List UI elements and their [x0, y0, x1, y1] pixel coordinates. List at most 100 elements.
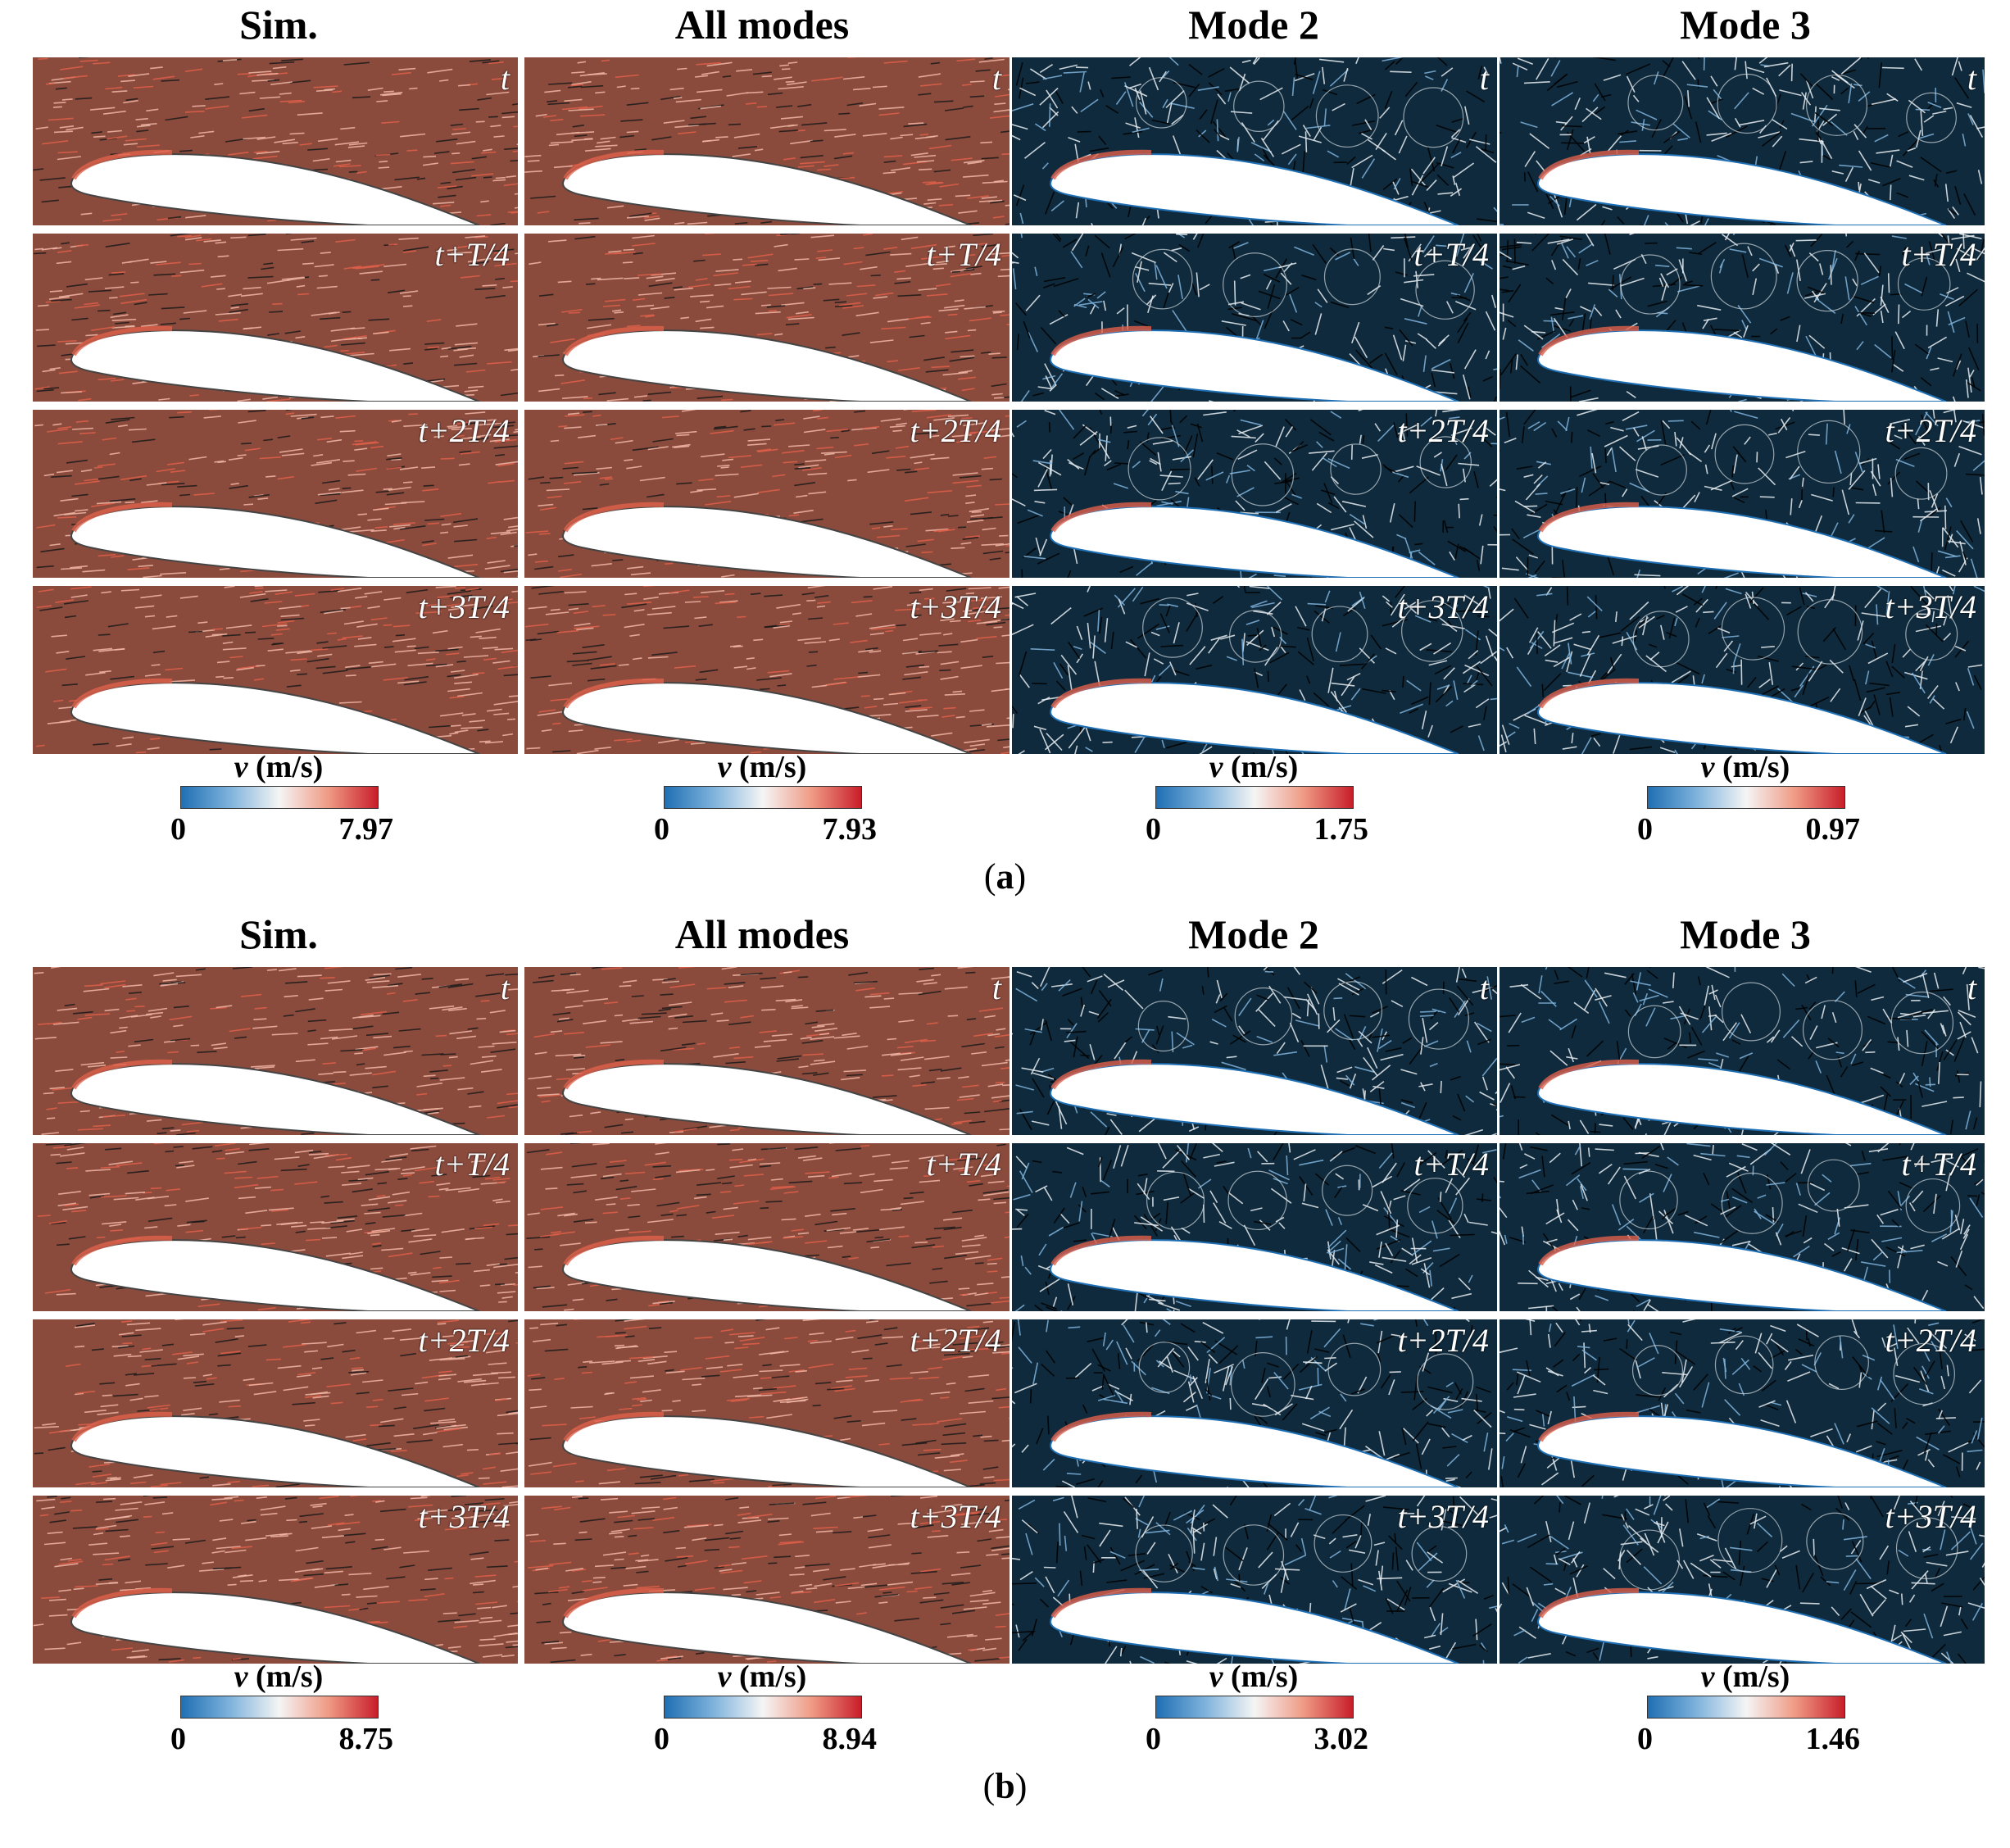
time-label: t+3T/4: [418, 1498, 510, 1535]
time-label: t+3T/4: [910, 588, 1001, 625]
column-title: All modes: [674, 911, 850, 957]
colorbar-title: v (m/s): [156, 750, 402, 784]
time-label: t+T/4: [1901, 1146, 1976, 1183]
velocity-streak-plot: [33, 410, 518, 578]
velocity-streak-plot: [33, 57, 518, 225]
time-label: t+2T/4: [418, 412, 510, 449]
colorbar: v (m/s) 0 0.97: [1622, 750, 1868, 856]
flow-field-tile: t: [1012, 57, 1497, 225]
flow-field-tile: t: [1500, 57, 1985, 225]
time-label: t+T/4: [434, 236, 510, 273]
colorbar: v (m/s) 0 1.46: [1622, 1660, 1868, 1766]
colorbar: v (m/s) 0 7.97: [156, 750, 402, 856]
velocity-streak-plot: [1500, 1143, 1985, 1311]
velocity-streak-plot: [33, 1496, 518, 1664]
colorbar-unit: (m/s): [1231, 750, 1299, 784]
colorbar-min: 0: [170, 1722, 186, 1756]
column-title: Mode 2: [1188, 911, 1319, 957]
colorbar-variable: v: [234, 750, 248, 784]
velocity-streak-plot: [524, 1496, 1010, 1664]
flow-field-tile: t+T/4: [524, 234, 1010, 402]
time-label: t+2T/4: [1885, 412, 1976, 449]
colorbar-unit: (m/s): [1231, 1660, 1299, 1694]
flow-field-tile: t+2T/4: [1500, 1319, 1985, 1487]
velocity-streak-plot: [1500, 586, 1985, 754]
flow-field-tile: t: [1500, 967, 1985, 1135]
colorbar-max: 0.97: [1805, 812, 1861, 847]
velocity-streak-plot: [33, 1319, 518, 1487]
colorbar-gradient: [664, 786, 862, 809]
colorbar-title: v (m/s): [1131, 1660, 1377, 1694]
velocity-streak-plot: [524, 57, 1010, 225]
figure-panel-b: Sim. t t+T/4 t+2T/4 t+3T/4 v (m/s) 0 8.75 All mo…: [0, 910, 2010, 1819]
colorbar-max: 7.97: [338, 812, 394, 847]
flow-field-tile: t+3T/4: [33, 1496, 518, 1664]
velocity-streak-plot: [1012, 1496, 1497, 1664]
time-label: t+T/4: [1413, 1146, 1489, 1183]
time-label: t+T/4: [926, 1146, 1001, 1183]
figure-panel-a: Sim. t t+T/4 t+2T/4 t+3T/4 v (m/s) 0 7.97 All mo…: [0, 0, 2010, 910]
colorbar-gradient: [1155, 786, 1354, 809]
time-label: t+3T/4: [1397, 1498, 1489, 1535]
time-label: t+3T/4: [1397, 588, 1489, 625]
time-label: t: [991, 60, 1001, 97]
time-label: t+T/4: [1901, 236, 1976, 273]
colorbar-gradient: [1155, 1696, 1354, 1719]
colorbar-variable: v: [717, 750, 732, 784]
velocity-streak-plot: [1500, 1496, 1985, 1664]
velocity-streak-plot: [524, 234, 1010, 402]
colorbar-title: v (m/s): [1131, 750, 1377, 784]
velocity-streak-plot: [1012, 586, 1497, 754]
panel-letter: b: [995, 1766, 1015, 1806]
panel-label: (a): [983, 856, 1027, 897]
colorbar-max: 1.46: [1805, 1722, 1861, 1756]
column-title: Mode 3: [1680, 911, 1811, 957]
flow-field-tile: t+T/4: [33, 1143, 518, 1311]
colorbar-gradient: [180, 1696, 379, 1719]
time-label: t+T/4: [434, 1146, 510, 1183]
time-label: t: [1967, 969, 1976, 1006]
colorbar-variable: v: [234, 1660, 248, 1694]
velocity-streak-plot: [1012, 410, 1497, 578]
colorbar-unit: (m/s): [256, 1660, 324, 1694]
time-label: t: [1967, 60, 1976, 97]
column-title: Sim.: [239, 911, 318, 957]
colorbar-unit: (m/s): [1722, 1660, 1790, 1694]
colorbar-min: 0: [654, 1722, 669, 1756]
flow-field-tile: t+T/4: [524, 1143, 1010, 1311]
colorbar-gradient: [664, 1696, 862, 1719]
velocity-streak-plot: [33, 586, 518, 754]
velocity-streak-plot: [1012, 57, 1497, 225]
colorbar-unit: (m/s): [739, 750, 807, 784]
flow-field-tile: t+2T/4: [524, 1319, 1010, 1487]
time-label: t+2T/4: [910, 412, 1001, 449]
panel-letter: a: [996, 856, 1014, 897]
flow-field-tile: t+3T/4: [524, 1496, 1010, 1664]
velocity-streak-plot: [524, 1143, 1010, 1311]
time-label: t: [1479, 969, 1489, 1006]
colorbar-unit: (m/s): [739, 1660, 807, 1694]
colorbar-variable: v: [1700, 1660, 1715, 1694]
colorbar: v (m/s) 0 8.94: [639, 1660, 885, 1766]
colorbar-max: 8.75: [338, 1722, 394, 1756]
velocity-streak-plot: [1500, 57, 1985, 225]
colorbar: v (m/s) 0 1.75: [1131, 750, 1377, 856]
colorbar-variable: v: [1700, 750, 1715, 784]
flow-field-tile: t+3T/4: [1500, 586, 1985, 754]
flow-field-tile: t+T/4: [1500, 1143, 1985, 1311]
colorbar-min: 0: [170, 812, 186, 847]
flow-field-tile: t: [33, 57, 518, 225]
flow-field-tile: t+2T/4: [33, 410, 518, 578]
colorbar-variable: v: [1209, 1660, 1223, 1694]
colorbar-variable: v: [1209, 750, 1223, 784]
velocity-streak-plot: [33, 1143, 518, 1311]
velocity-streak-plot: [1500, 234, 1985, 402]
colorbar-min: 0: [1637, 1722, 1653, 1756]
velocity-streak-plot: [1012, 234, 1497, 402]
flow-field-tile: t+3T/4: [1500, 1496, 1985, 1664]
time-label: t+2T/4: [418, 1322, 510, 1359]
flow-field-tile: t+2T/4: [33, 1319, 518, 1487]
velocity-streak-plot: [1012, 967, 1497, 1135]
flow-field-tile: t+T/4: [1012, 234, 1497, 402]
velocity-streak-plot: [1500, 967, 1985, 1135]
